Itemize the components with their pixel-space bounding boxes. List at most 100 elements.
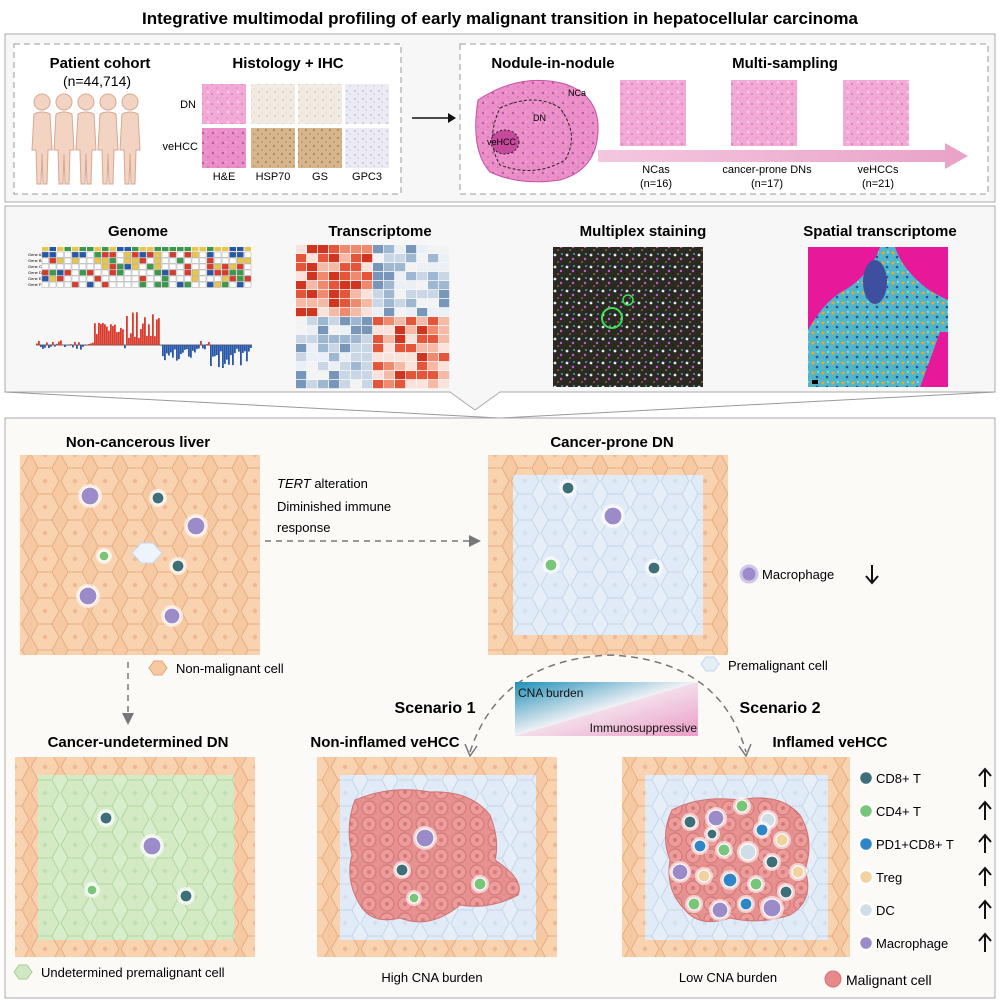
immune-legend-label: Macrophage <box>876 936 948 951</box>
oncoprint-cell <box>214 263 222 270</box>
oncoprint-annotation-cell <box>177 247 184 251</box>
heatmap-cell <box>406 272 417 281</box>
oncoprint-cell <box>229 263 237 270</box>
cna-bar <box>52 341 54 345</box>
heatmap-cell <box>406 308 417 317</box>
heatmap-cell <box>428 380 439 389</box>
heatmap-cell <box>406 281 417 290</box>
oncoprint-cell <box>199 257 207 264</box>
heatmap-cell <box>362 308 373 317</box>
oncoprint-cell <box>199 275 207 282</box>
heatmap-cell <box>318 353 329 362</box>
scenario-arc <box>469 654 747 753</box>
undetermined-heading: Cancer-undetermined DN <box>48 734 229 751</box>
heatmap-cell <box>384 380 395 389</box>
oncoprint-cell <box>169 263 177 270</box>
oncoprint-cell <box>86 269 94 276</box>
nodule-heading: Nodule-in-nodule <box>491 55 614 72</box>
heatmap-cell <box>395 380 406 389</box>
oncoprint-cell <box>184 263 192 270</box>
heatmap-cell <box>296 272 307 281</box>
oncoprint-cell <box>79 257 87 264</box>
oncoprint-cell <box>131 251 139 258</box>
oncoprint-cell <box>236 275 244 282</box>
heatmap-cell <box>307 272 318 281</box>
heatmap-cell <box>362 263 373 272</box>
oncoprint-cell <box>244 275 252 282</box>
oncoprint-cell <box>139 269 147 276</box>
oncoprint-cell <box>41 251 49 258</box>
heatmap-cell <box>340 263 351 272</box>
oncoprint-cell <box>116 251 124 258</box>
oncoprint-annotation-cell <box>102 247 109 251</box>
oncoprint-cell <box>131 275 139 282</box>
heatmap-cell <box>439 317 450 326</box>
heatmap-cell <box>428 371 439 380</box>
oncoprint-cell <box>184 281 192 288</box>
patient-figures-icon <box>31 93 141 185</box>
heatmap-cell <box>384 317 395 326</box>
increase-arrow <box>978 833 992 853</box>
cna-bar <box>172 345 174 358</box>
oncoprint-cell <box>49 275 57 282</box>
oncoprint-annotation-cell <box>79 247 86 251</box>
immune-cells <box>76 479 807 921</box>
nodule-label-vehcc: veHCC <box>487 137 517 147</box>
middle-panel <box>4 205 996 411</box>
heatmap-cell <box>362 245 373 254</box>
oncoprint-annotation-cell <box>169 247 176 251</box>
oncoprint-cell <box>116 257 124 264</box>
cna-bar <box>240 345 242 366</box>
prone-tissue <box>513 475 703 635</box>
cna-bar <box>92 342 94 345</box>
cna-bar <box>96 334 98 345</box>
heatmap-cell <box>307 263 318 272</box>
heatmap-cell <box>318 308 329 317</box>
oncoprint-cell <box>169 281 177 288</box>
heatmap-cell <box>340 290 351 299</box>
oncoprint-cell <box>94 281 102 288</box>
heatmap-cell <box>384 353 395 362</box>
heatmap-cell <box>329 272 340 281</box>
oncoprint-cell <box>79 263 87 270</box>
immune-cell-mac <box>186 516 206 536</box>
oncoprint-cell <box>229 257 237 264</box>
oncoprint-cell <box>101 251 109 258</box>
cna-bar <box>82 345 84 347</box>
cna-bar <box>140 329 142 345</box>
cna-bar <box>236 345 238 349</box>
stain-hsp70: HSP70 <box>256 171 291 183</box>
cna-bar <box>110 324 112 345</box>
oncoprint-annotation-cell <box>132 247 139 251</box>
heatmap-cell <box>384 371 395 380</box>
heatmap-cell <box>362 335 373 344</box>
multiplex-heading: Multiplex staining <box>580 223 707 240</box>
heatmap-cell <box>439 326 450 335</box>
heatmap-cell <box>362 380 373 389</box>
oncoprint-cell <box>86 281 94 288</box>
immune-cell-mac <box>762 898 782 918</box>
immune-cell-mac <box>711 901 729 919</box>
heatmap-cell <box>439 371 450 380</box>
heatmap-cell <box>296 308 307 317</box>
oncoprint-cell <box>116 269 124 276</box>
heatmap-cell <box>384 254 395 263</box>
cna-bar <box>244 345 246 352</box>
cna-bar <box>100 324 102 345</box>
oncoprint-cell <box>154 257 162 264</box>
heatmap-cell <box>340 353 351 362</box>
oncoprint-cell <box>56 251 64 258</box>
oncoprint-cell <box>199 263 207 270</box>
immune-cell-pd1 <box>755 823 769 837</box>
immune-cell-cd8 <box>683 815 697 829</box>
heatmap-cell <box>417 299 428 308</box>
heatmap-cell <box>428 245 439 254</box>
cna-bar <box>56 343 58 345</box>
transcriptome-heatmap <box>296 245 450 389</box>
heatmap-cell <box>417 353 428 362</box>
cna-burden-label: CNA burden <box>518 686 583 700</box>
heatmap-cell <box>395 299 406 308</box>
heatmap-cell <box>417 344 428 353</box>
oncoprint-cell <box>139 281 147 288</box>
cna-bar <box>94 323 96 345</box>
